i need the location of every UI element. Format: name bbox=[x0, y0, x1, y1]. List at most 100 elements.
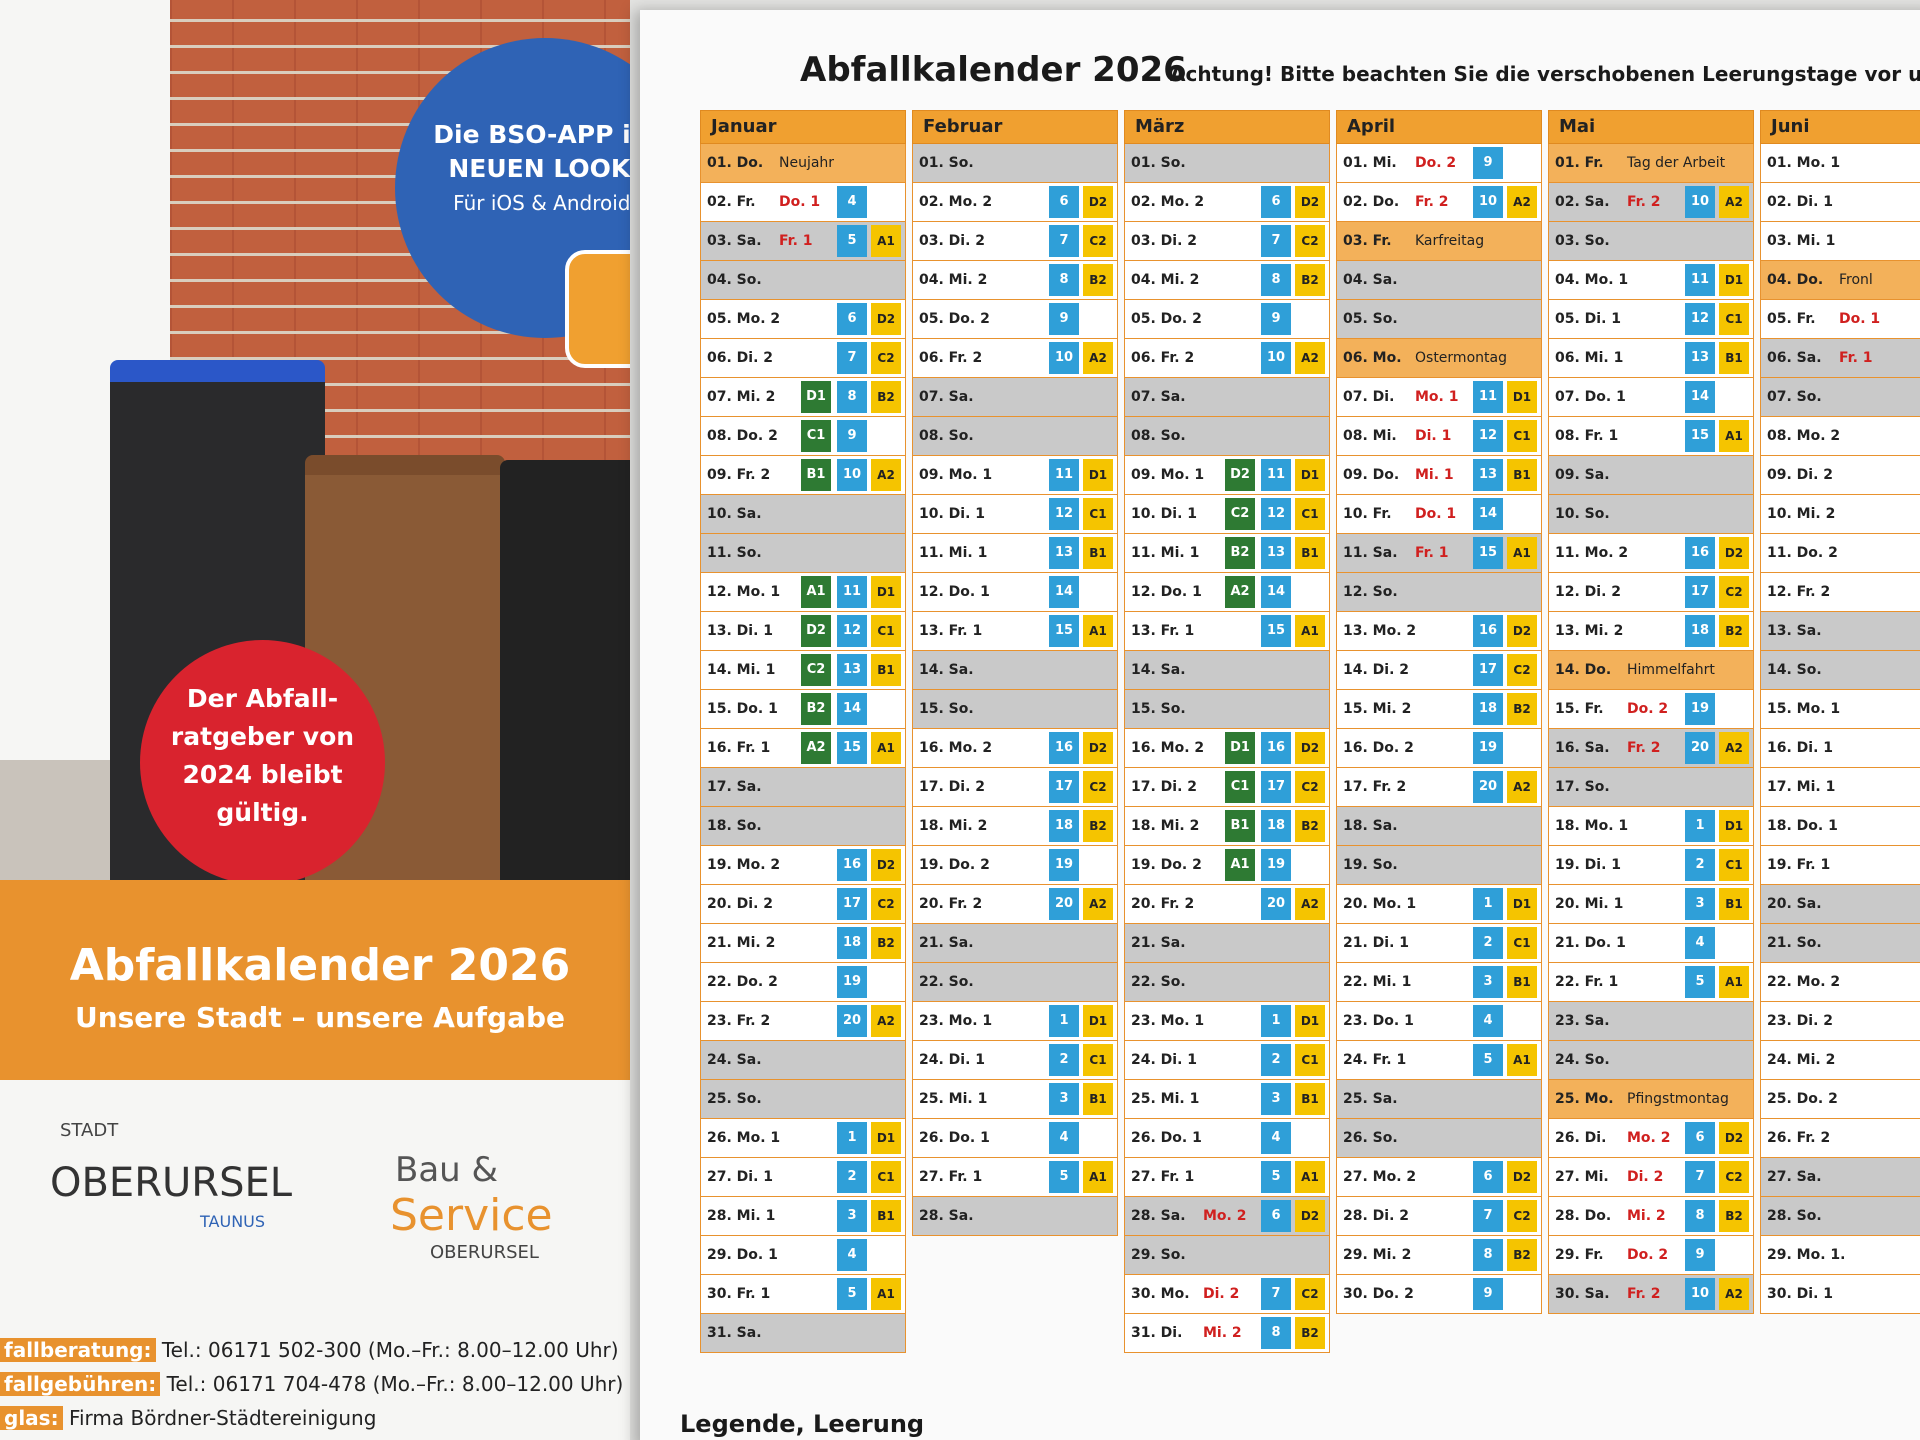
day-row: 17. So. bbox=[1548, 768, 1754, 807]
day-label: 20. Mi. 1 bbox=[1555, 896, 1624, 912]
day-label: 14. Do. bbox=[1555, 662, 1612, 678]
day-row: 23. Do. 1 4 bbox=[1336, 1002, 1542, 1041]
day-label: 06. Di. 2 bbox=[707, 350, 774, 366]
day-label: 19. Mo. 2 bbox=[707, 857, 781, 873]
day-label: 03. Fr. bbox=[1343, 233, 1392, 249]
text: ratgeber von bbox=[170, 722, 355, 751]
blue-number: 10 bbox=[1473, 186, 1503, 218]
blue-number: 10 bbox=[1261, 342, 1291, 374]
blue-number: 5 bbox=[1261, 1161, 1291, 1193]
day-row: 25. So. bbox=[700, 1080, 906, 1119]
blue-number: 6 bbox=[1685, 1122, 1715, 1154]
yellow-code: D1 bbox=[1083, 1005, 1113, 1037]
yellow-code: A1 bbox=[1507, 537, 1537, 569]
day-label: 08. Mi. bbox=[1343, 428, 1397, 444]
calendar-notice: Achtung! Bitte beachten Sie die verschob… bbox=[1170, 62, 1920, 86]
day-row: 16. Sa. Fr. 2 20 A2 bbox=[1548, 729, 1754, 768]
day-row: 16. Mo. 2 D1 16 D2 bbox=[1124, 729, 1330, 768]
day-row: 09. Sa. bbox=[1548, 456, 1754, 495]
yellow-code: D1 bbox=[1719, 810, 1749, 842]
day-row: 26. Fr. 2 bbox=[1760, 1119, 1920, 1158]
shifted-day: Mi. 2 bbox=[1203, 1325, 1242, 1341]
yellow-code: A2 bbox=[871, 1005, 901, 1037]
day-row: 07. Sa. bbox=[1124, 378, 1330, 417]
blue-number: 12 bbox=[1685, 303, 1715, 335]
day-row: 24. Di. 1 2 C1 bbox=[1124, 1041, 1330, 1080]
day-row: 13. Di. 1 D2 12 C1 bbox=[700, 612, 906, 651]
day-label: 04. Do. bbox=[1767, 272, 1824, 288]
day-label: 02. Di. 1 bbox=[1767, 194, 1834, 210]
day-row: 16. Do. 2 19 bbox=[1336, 729, 1542, 768]
green-code: A2 bbox=[801, 732, 831, 764]
day-row: 18. Mi. 2 B1 18 B2 bbox=[1124, 807, 1330, 846]
yellow-code: D1 bbox=[1083, 459, 1113, 491]
day-label: 14. So. bbox=[1767, 662, 1822, 678]
blue-number: 19 bbox=[1473, 732, 1503, 764]
day-label: 09. Mo. 1 bbox=[1131, 467, 1205, 483]
day-row: 10. Di. 1 12 C1 bbox=[912, 495, 1118, 534]
day-row: 27. Mi. Di. 2 7 C2 bbox=[1548, 1158, 1754, 1197]
day-label: 17. Mi. 1 bbox=[1767, 779, 1836, 795]
day-label: 07. Sa. bbox=[1131, 389, 1186, 405]
blue-number: 1 bbox=[1049, 1005, 1079, 1037]
shifted-day: Mo. 2 bbox=[1627, 1130, 1671, 1146]
day-label: 04. Sa. bbox=[1343, 272, 1398, 288]
day-row: 16. Di. 1 bbox=[1760, 729, 1920, 768]
yellow-code: D2 bbox=[1719, 1122, 1749, 1154]
day-row: 27. Fr. 1 5 A1 bbox=[1124, 1158, 1330, 1197]
day-label: 18. Sa. bbox=[1343, 818, 1398, 834]
day-row: 22. So. bbox=[912, 963, 1118, 1002]
day-label: 04. Mi. 2 bbox=[919, 272, 988, 288]
day-row: 09. Do. Mi. 1 13 B1 bbox=[1336, 456, 1542, 495]
blue-number: 1 bbox=[1473, 888, 1503, 920]
shifted-day: Di. 2 bbox=[1627, 1169, 1664, 1185]
day-row: 02. Do. Fr. 2 10 A2 bbox=[1336, 183, 1542, 222]
blue-number: 17 bbox=[1473, 654, 1503, 686]
day-row: 26. Do. 1 4 bbox=[1124, 1119, 1330, 1158]
blue-number: 4 bbox=[1685, 927, 1715, 959]
blue-number: 17 bbox=[1261, 771, 1291, 803]
day-row: 07. Do. 1 14 bbox=[1548, 378, 1754, 417]
day-row: 14. So. bbox=[1760, 651, 1920, 690]
day-row: 04. Do. Fronl bbox=[1760, 261, 1920, 300]
day-label: 11. Sa. bbox=[1343, 545, 1398, 561]
text: NEUEN LOOK! bbox=[448, 154, 630, 183]
blue-number: 15 bbox=[1049, 615, 1079, 647]
blue-number: 9 bbox=[1049, 303, 1079, 335]
day-row: 02. Sa. Fr. 2 10 A2 bbox=[1548, 183, 1754, 222]
shifted-day: Fr. 1 bbox=[1415, 545, 1449, 561]
day-label: 06. Fr. 2 bbox=[1131, 350, 1195, 366]
yellow-code: A1 bbox=[1295, 1161, 1325, 1193]
yellow-code: D2 bbox=[1083, 186, 1113, 218]
blue-number: 1 bbox=[1261, 1005, 1291, 1037]
day-row: 15. So. bbox=[912, 690, 1118, 729]
day-row: 07. Di. Mo. 1 11 D1 bbox=[1336, 378, 1542, 417]
blue-number: 5 bbox=[837, 225, 867, 257]
day-label: 24. Mi. 2 bbox=[1767, 1052, 1836, 1068]
day-label: 09. Mo. 1 bbox=[919, 467, 993, 483]
day-label: 01. Mo. 1 bbox=[1767, 155, 1841, 171]
blue-number: 17 bbox=[1049, 771, 1079, 803]
day-label: 23. Do. 1 bbox=[1343, 1013, 1414, 1029]
blue-number: 6 bbox=[1049, 186, 1079, 218]
day-row: 21. Do. 1 4 bbox=[1548, 924, 1754, 963]
day-row: 20. Di. 2 17 C2 bbox=[700, 885, 906, 924]
day-label: 22. Do. 2 bbox=[707, 974, 778, 990]
day-row: 20. Fr. 2 20 A2 bbox=[912, 885, 1118, 924]
yellow-code: A2 bbox=[1719, 732, 1749, 764]
day-label: 29. Do. 1 bbox=[707, 1247, 778, 1263]
green-code: C1 bbox=[1225, 771, 1255, 803]
day-label: 22. So. bbox=[1131, 974, 1186, 990]
day-row: 01. So. bbox=[912, 144, 1118, 183]
day-row: 26. So. bbox=[1336, 1119, 1542, 1158]
day-row: 24. Mi. 2 bbox=[1760, 1041, 1920, 1080]
yellow-code: C2 bbox=[1719, 576, 1749, 608]
yellow-code: A2 bbox=[1719, 186, 1749, 218]
day-label: 02. Sa. bbox=[1555, 194, 1610, 210]
logo-text: TAUNUS bbox=[200, 1212, 266, 1231]
blue-number: 12 bbox=[1473, 420, 1503, 452]
day-label: 04. Mi. 2 bbox=[1131, 272, 1200, 288]
yellow-code: D1 bbox=[1507, 888, 1537, 920]
day-row: 04. Mi. 2 8 B2 bbox=[1124, 261, 1330, 300]
day-row: 30. Do. 2 9 bbox=[1336, 1275, 1542, 1314]
